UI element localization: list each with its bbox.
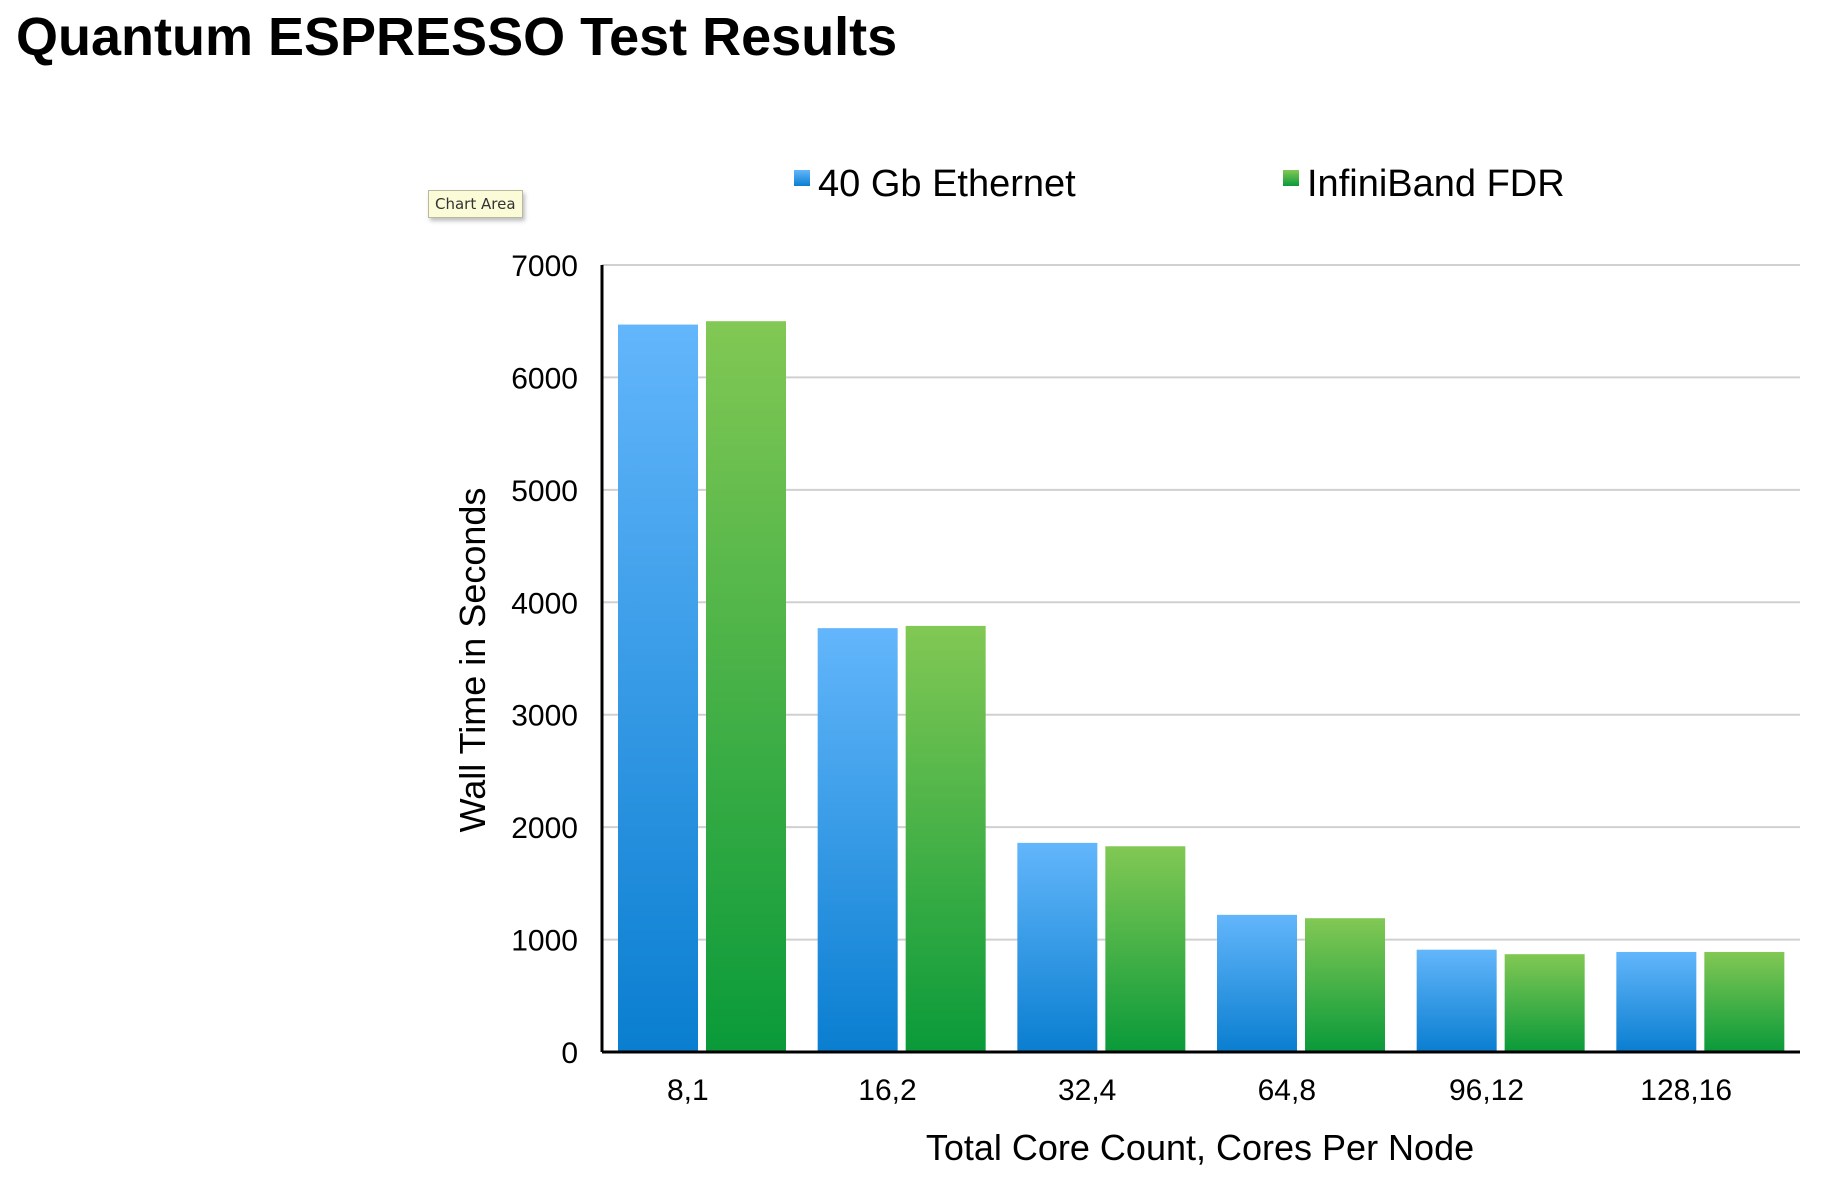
bar-ethernet[interactable]	[1217, 914, 1297, 1052]
bar-infiniband[interactable]	[905, 625, 986, 1052]
legend-swatch-infiniband	[1283, 170, 1299, 186]
y-axis-title: Wall Time in Seconds	[452, 488, 493, 833]
y-tick-label: 1000	[511, 925, 578, 958]
bar-infiniband[interactable]	[1704, 951, 1785, 1052]
bar-ethernet[interactable]	[1616, 951, 1697, 1052]
legend: 40 Gb Ethernet InfiniBand FDR	[794, 163, 1565, 205]
x-tick-label: 16,2	[858, 1074, 916, 1107]
bar-ethernet[interactable]	[1017, 842, 1098, 1052]
bar-infiniband[interactable]	[1504, 954, 1585, 1052]
y-tick-label: 6000	[511, 362, 578, 395]
legend-label-infiniband[interactable]: InfiniBand FDR	[1307, 163, 1565, 205]
bar-ethernet[interactable]	[1416, 949, 1497, 1052]
bars	[618, 321, 1785, 1052]
x-tick-label: 32,4	[1058, 1074, 1116, 1107]
y-tick-label: 3000	[511, 700, 578, 733]
gridlines	[602, 264, 1800, 941]
x-axis-title: Total Core Count, Cores Per Node	[926, 1127, 1474, 1168]
x-tick-label: 96,12	[1449, 1074, 1524, 1107]
legend-swatch-ethernet	[794, 170, 810, 186]
page-title: Quantum ESPRESSO Test Results	[16, 7, 898, 67]
bar-infiniband[interactable]	[1305, 918, 1385, 1052]
x-tick-label: 128,16	[1640, 1074, 1732, 1107]
bar-infiniband[interactable]	[706, 321, 786, 1052]
bar-ethernet[interactable]	[618, 324, 698, 1052]
y-tick-label: 7000	[511, 250, 578, 283]
legend-label-ethernet[interactable]: 40 Gb Ethernet	[818, 163, 1076, 205]
bar-infiniband[interactable]	[1105, 846, 1186, 1052]
chart-area-tooltip: Chart Area	[428, 190, 523, 218]
y-tick-label: 4000	[511, 587, 578, 620]
y-tick-label: 0	[561, 1037, 578, 1070]
x-tick-label: 8,1	[667, 1074, 709, 1107]
x-tick-label: 64,8	[1258, 1074, 1316, 1107]
bar-ethernet[interactable]	[817, 628, 898, 1052]
axes: 0 1000 2000 3000 4000 5000 6000 7000 8,1 16,2 32,4…	[452, 250, 1800, 1168]
y-tick-label: 5000	[511, 475, 578, 508]
y-tick-label: 2000	[511, 812, 578, 845]
